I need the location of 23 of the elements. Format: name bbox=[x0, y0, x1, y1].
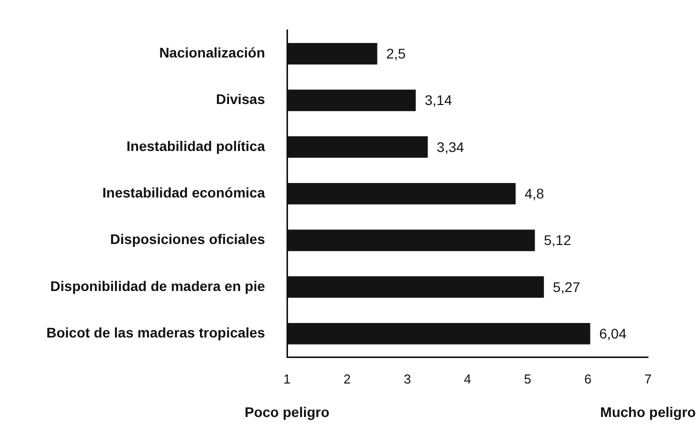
x-tick-label: 2 bbox=[344, 371, 351, 386]
y-tick-label: Boicot de las maderas tropicales bbox=[46, 324, 266, 341]
data-label: 5,12 bbox=[544, 232, 572, 248]
text: Poco peligro bbox=[244, 404, 330, 420]
x-tick-label: 5 bbox=[524, 371, 532, 386]
y-tick-label: Inestabilidad política bbox=[126, 138, 266, 154]
data-label: 6,04 bbox=[599, 326, 627, 342]
y-tick-label: Disponibilidad de madera en pie bbox=[50, 278, 266, 294]
x-tick-label: 7 bbox=[644, 371, 652, 386]
data-label: 2,5 bbox=[386, 46, 406, 62]
y-tick-label: Divisas bbox=[216, 91, 266, 108]
y-tick-label: Nacionalización bbox=[159, 44, 265, 61]
x-tick-label: 6 bbox=[584, 371, 592, 386]
data-label: 3,34 bbox=[436, 138, 464, 155]
data-label: 4,8 bbox=[524, 186, 544, 202]
x-tick-label: 1 bbox=[283, 371, 291, 386]
y-tick-label: Disposiciones oficiales bbox=[110, 231, 266, 248]
x-tick-label: 4 bbox=[464, 371, 472, 386]
data-label: 3,14 bbox=[424, 92, 452, 108]
data-label: 5,27 bbox=[552, 278, 580, 295]
text: Mucho peligro bbox=[600, 404, 696, 420]
x-tick-label: 3 bbox=[404, 371, 411, 386]
y-tick-label: Inestabilidad económica bbox=[102, 184, 266, 201]
